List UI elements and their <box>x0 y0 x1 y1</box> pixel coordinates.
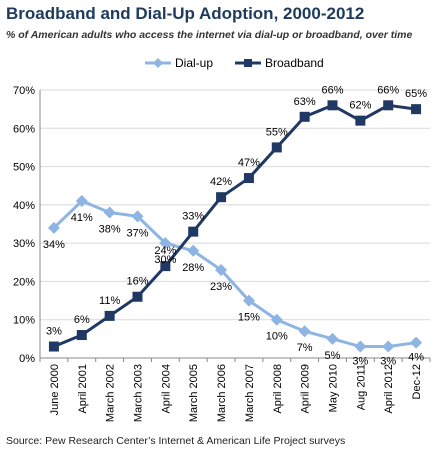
x-tick-label: March 2007 <box>244 364 256 422</box>
point-broadband <box>327 100 338 111</box>
point-broadband <box>299 111 310 122</box>
series-layer <box>47 100 423 353</box>
data-label-dial-up: 30% <box>154 254 176 266</box>
data-label-dial-up: 4% <box>408 352 424 364</box>
x-tick-label: Dec-12 <box>411 364 423 399</box>
point-broadband <box>243 173 254 184</box>
x-tick-label: Aug 2011 <box>355 364 367 410</box>
y-tick-label: 0% <box>19 353 35 365</box>
data-label-dial-up: 37% <box>126 227 148 239</box>
point-dial-up <box>75 195 88 208</box>
x-tick-label: April 2008 <box>272 364 284 414</box>
legend-label: Dial-up <box>175 56 213 70</box>
grid <box>40 89 430 321</box>
data-label-dial-up: 15% <box>238 312 260 324</box>
data-label-dial-up: 28% <box>182 262 204 274</box>
legend-marker <box>244 59 252 67</box>
point-broadband <box>48 341 59 352</box>
point-dial-up <box>47 221 60 234</box>
point-broadband <box>104 310 115 321</box>
point-dial-up <box>215 263 228 276</box>
legend: Dial-up Broadband <box>145 56 324 70</box>
point-dial-up <box>298 325 311 338</box>
y-tick-label: 60% <box>13 123 35 135</box>
point-dial-up <box>326 332 339 345</box>
point-broadband <box>188 226 199 237</box>
point-dial-up <box>354 340 367 353</box>
data-label-broadband: 11% <box>99 295 120 307</box>
chart-subtitle: % of American adults who access the inte… <box>6 29 413 41</box>
y-tick-label: 40% <box>13 200 35 212</box>
x-tick-label: March 2003 <box>133 364 145 422</box>
point-broadband <box>355 115 366 126</box>
x-tick-label: May 2010 <box>328 364 340 412</box>
data-label-dial-up: 23% <box>210 281 232 293</box>
point-broadband <box>383 100 394 111</box>
data-label-dial-up: 10% <box>266 331 288 343</box>
data-label-broadband: 63% <box>294 96 316 108</box>
data-label-dial-up: 7% <box>297 342 313 354</box>
data-label-broadband: 62% <box>349 100 371 112</box>
point-dial-up <box>159 237 172 250</box>
data-label-dial-up: 3% <box>352 356 368 368</box>
point-dial-up <box>270 313 283 326</box>
x-tick-label: March 2006 <box>216 364 228 422</box>
data-label-broadband: 65% <box>405 88 427 100</box>
data-label-broadband: 66% <box>377 84 399 96</box>
x-tick-label: March 2005 <box>188 364 200 422</box>
point-dial-up <box>382 340 395 353</box>
data-label-broadband: 6% <box>74 314 90 326</box>
x-tick-label: June 2000 <box>49 364 61 415</box>
data-label-broadband: 16% <box>126 276 148 288</box>
data-label-broadband: 24% <box>154 245 176 257</box>
point-dial-up <box>103 206 116 219</box>
x-tick-label: March 2002 <box>105 364 117 422</box>
point-dial-up <box>242 294 255 307</box>
data-label-dial-up: 34% <box>43 239 65 251</box>
x-tick-label: April 2012 <box>383 364 395 414</box>
data-label-dial-up: 5% <box>325 350 341 362</box>
y-tick-label: 70% <box>13 85 35 97</box>
legend-label: Broadband <box>265 56 324 70</box>
data-label-dial-up: 41% <box>71 212 93 224</box>
point-broadband <box>411 104 422 115</box>
data-label-broadband: 3% <box>46 326 62 338</box>
point-broadband <box>132 291 143 302</box>
data-label-broadband: 55% <box>266 126 288 138</box>
data-labels: 34% 41% 38% 37% 30% 28% 23% 15% 10% 7% 5% 3% 3% 4% 3% 6… <box>43 84 427 367</box>
x-tick-label: April 2004 <box>160 364 172 414</box>
data-label-broadband: 66% <box>321 84 343 96</box>
data-label-dial-up: 38% <box>99 224 121 236</box>
y-tick-label: 50% <box>13 162 35 174</box>
y-tick-label: 30% <box>13 238 35 250</box>
data-label-broadband: 47% <box>238 157 260 169</box>
point-broadband <box>216 192 227 203</box>
x-tick-label: April 2001 <box>77 364 89 414</box>
data-label-broadband: 33% <box>182 211 204 223</box>
point-dial-up <box>187 244 200 257</box>
x-tick-label: April 2009 <box>300 364 312 414</box>
point-dial-up <box>131 210 144 223</box>
point-broadband <box>271 142 282 153</box>
data-label-broadband: 42% <box>210 176 232 188</box>
axes: 0% 10% 20% 30% 40% 50% 60% 70% June 2000 April 20… <box>13 85 431 422</box>
chart-source: Source: Pew Research Center’s Internet &… <box>6 435 346 447</box>
point-broadband <box>160 261 171 272</box>
data-label-dial-up: 3% <box>380 356 396 368</box>
y-tick-label: 20% <box>13 276 35 288</box>
y-tick-label: 10% <box>13 315 35 327</box>
legend-marker <box>153 58 163 68</box>
point-dial-up <box>410 336 423 349</box>
chart-title: Broadband and Dial-Up Adoption, 2000-201… <box>6 4 365 23</box>
point-broadband <box>76 330 87 341</box>
